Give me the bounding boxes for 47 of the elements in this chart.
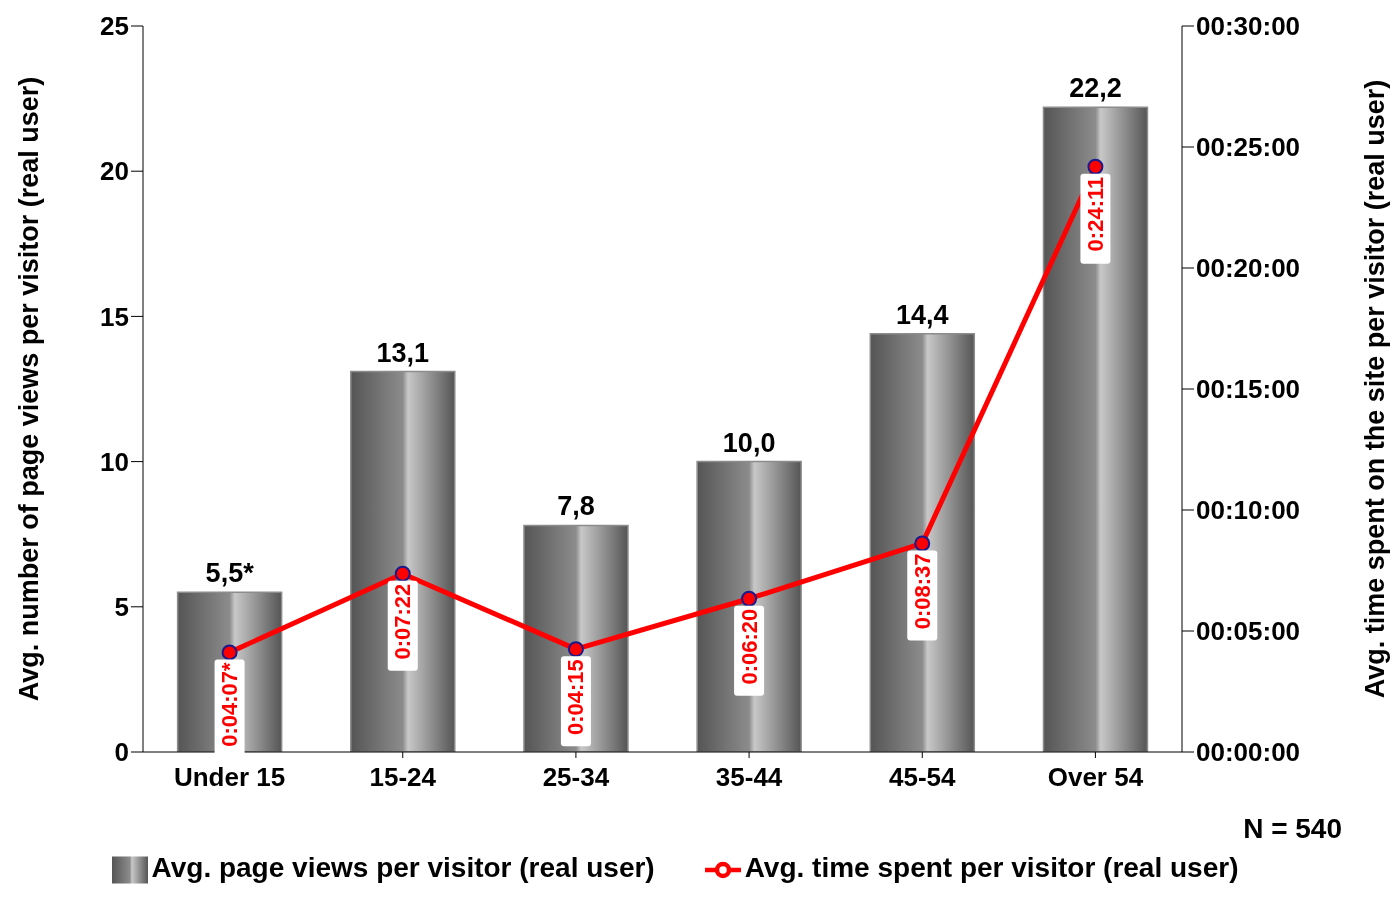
- x-tick-label: 35-44: [715, 762, 783, 793]
- y-tick-label: 5: [114, 592, 129, 623]
- y2-tick-label: 00:30:00: [1196, 11, 1301, 42]
- y-tick-label: 0: [114, 737, 129, 768]
- y2-tick-label: 00:25:00: [1196, 132, 1301, 163]
- data-label: 0:04:07*: [217, 661, 243, 747]
- x-tick-label: 25-34: [542, 762, 610, 793]
- point: [221, 644, 238, 661]
- bar: [350, 370, 456, 752]
- x-tick-label: Under 15: [173, 762, 286, 793]
- data-label: 0:08:37: [909, 553, 935, 630]
- x-tick-label: Over 54: [1047, 762, 1144, 793]
- data-label: 14,4: [896, 299, 949, 330]
- y-tick-label: 15: [100, 301, 129, 332]
- data-label: 0:07:22: [390, 583, 416, 660]
- bar: [1042, 106, 1149, 752]
- data-label: 5,5*: [205, 558, 255, 589]
- data-label: 0:04:15: [563, 659, 589, 735]
- data-label: 10,0: [722, 427, 776, 458]
- legend-label: Avg. page views per visitor (real user): [151, 852, 655, 884]
- point: [567, 641, 584, 658]
- bar: [869, 333, 976, 752]
- bar: [523, 524, 629, 752]
- y2-tick-label: 00:15:00: [1196, 374, 1301, 405]
- data-label: 22,2: [1069, 73, 1122, 104]
- y2-tick-label: 00:05:00: [1196, 616, 1301, 647]
- y2-tick-label: 00:10:00: [1196, 495, 1301, 526]
- y2-axis-title: Avg. time spent on the site per visitor (real user): [1359, 79, 1390, 699]
- data-label: 7,8: [557, 491, 595, 522]
- y-axis-title: Avg. number of page views per visitor (real user): [13, 76, 44, 702]
- text: N = 540: [1243, 813, 1342, 845]
- y-tick-label: 10: [100, 446, 129, 477]
- y-tick-label: 20: [100, 156, 129, 187]
- point: [914, 535, 931, 552]
- data-label: 0:06:20: [736, 608, 762, 685]
- data-label: 0:24:11: [1082, 176, 1108, 252]
- bar: [696, 460, 802, 752]
- data-label: 13,1: [376, 337, 430, 368]
- x-tick-label: 45-54: [889, 762, 957, 793]
- y2-tick-label: 00:00:00: [1196, 737, 1301, 768]
- y2-tick-label: 00:20:00: [1196, 253, 1301, 284]
- x-tick-label: 15-24: [369, 762, 437, 793]
- point: [741, 590, 758, 607]
- point: [1087, 158, 1104, 175]
- y-tick-label: 25: [100, 11, 129, 42]
- legend-label: Avg. time spent per visitor (real user): [744, 852, 1239, 884]
- point: [394, 565, 411, 582]
